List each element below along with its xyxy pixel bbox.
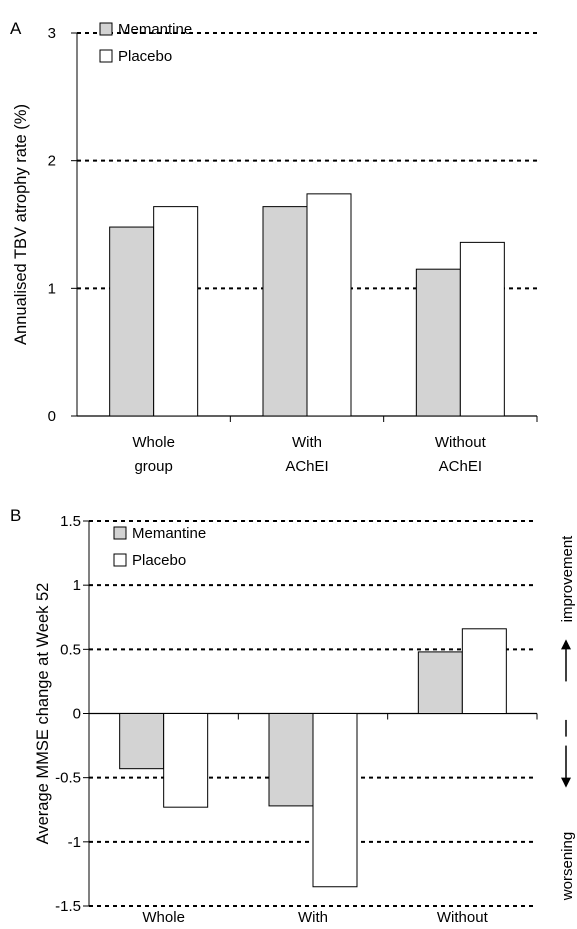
bar-memantine [268,713,314,807]
x-category-label: group [134,458,172,475]
x-category-label: Whole [132,434,175,451]
y-axis-label: Average MMSE change at Week 52 [34,583,52,845]
bar-placebo [153,206,199,417]
y-tick-label: -0.5 [55,770,81,787]
y-tick-label: 1.5 [60,513,81,530]
legend-swatch-memantine [99,22,113,36]
bar-memantine [262,206,308,417]
x-category-label: AChEI [439,458,482,475]
legend-swatch-placebo [99,49,113,63]
bar-memantine [119,713,165,770]
bar-memantine [109,226,155,417]
legend-swatch-placebo [113,553,127,567]
legend-label-placebo: Placebo [132,552,186,569]
bar-placebo [312,713,358,888]
x-category-label: Whole [142,909,185,926]
annotation-improvement: improvement [559,535,576,623]
panel-label: A [10,19,22,38]
x-category-label: Without [437,909,489,926]
panel-label: B [10,506,21,525]
bar-placebo [163,713,209,808]
legend-label-memantine: Memantine [118,21,192,38]
x-category-label: Without [435,434,487,451]
x-category-label: With [298,909,328,926]
legend-label-memantine: Memantine [132,525,206,542]
bar-placebo [461,628,507,714]
bar-placebo [306,193,352,417]
panel-b: B-1.5-1-0.500.511.5WholegroupWithAChEIWi… [10,506,576,926]
y-tick-label: 2 [48,153,56,170]
y-tick-label: 1 [48,280,56,297]
annotation-worsening: worsening [559,832,576,901]
bar-memantine [417,651,463,715]
y-tick-label: 0 [73,706,81,723]
y-tick-label: 1 [73,577,81,594]
x-category-label: With [292,434,322,451]
y-tick-label: -1.5 [55,898,81,915]
legend-label-placebo: Placebo [118,48,172,65]
bar-memantine [415,268,461,417]
y-tick-label: 0 [48,408,56,425]
legend-swatch-memantine [113,526,127,540]
y-axis-label: Annualised TBV atrophy rate (%) [12,104,30,345]
y-tick-label: 0.5 [60,641,81,658]
panel-a: A 0 1 2 3 Whole group With AChEI Without AChEI Mema… [10,19,538,475]
bar-placebo [459,241,505,417]
y-tick-label: -1 [68,834,81,851]
y-tick-label: 3 [48,25,56,42]
x-category-label: AChEI [285,458,328,475]
